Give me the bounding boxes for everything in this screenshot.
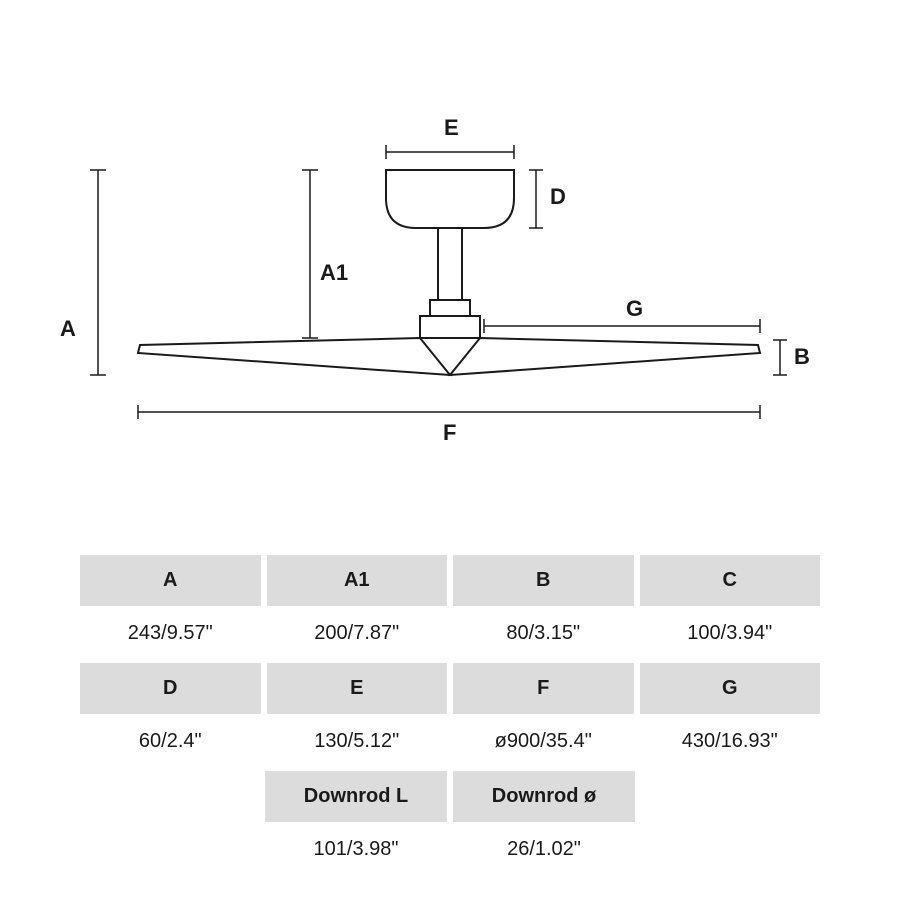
table-row: 101/3.98" 26/1.02" — [80, 826, 820, 879]
downrod-shape — [438, 228, 462, 300]
label-d: D — [550, 184, 566, 210]
table-header: Downrod L — [265, 771, 447, 822]
label-a: A — [60, 316, 76, 342]
table-value: 200/7.87" — [267, 610, 448, 663]
table-header: Downrod ø — [453, 771, 635, 822]
table-row: Downrod L Downrod ø — [80, 771, 820, 826]
table-header: A — [80, 555, 261, 606]
label-e: E — [444, 115, 459, 141]
table-row: A A1 B C — [80, 555, 820, 610]
fan-diagram: A A1 E D G B F — [80, 140, 820, 460]
table-value: 60/2.4" — [80, 718, 261, 771]
table-row: 243/9.57" 200/7.87" 80/3.15" 100/3.94" — [80, 610, 820, 663]
table-value: ø900/35.4" — [453, 718, 634, 771]
label-g: G — [626, 296, 643, 322]
canopy-shape — [386, 170, 514, 228]
table-header: F — [453, 663, 634, 714]
table-value: 26/1.02" — [453, 826, 635, 879]
table-value: 80/3.15" — [453, 610, 634, 663]
motor-step — [430, 300, 470, 316]
blade-right — [450, 338, 760, 375]
motor-hub — [420, 316, 480, 338]
table-value: 101/3.98" — [265, 826, 447, 879]
label-f: F — [443, 420, 456, 446]
table-header: C — [640, 555, 821, 606]
dimensions-table: A A1 B C 243/9.57" 200/7.87" 80/3.15" 10… — [80, 555, 820, 879]
table-value: 100/3.94" — [640, 610, 821, 663]
table-header: E — [267, 663, 448, 714]
table-value: 130/5.12" — [267, 718, 448, 771]
label-a1: A1 — [320, 260, 348, 286]
table-header: D — [80, 663, 261, 714]
blade-left — [138, 338, 450, 375]
table-header: B — [453, 555, 634, 606]
table-value: 430/16.93" — [640, 718, 821, 771]
table-value: 243/9.57" — [80, 610, 261, 663]
label-b: B — [794, 344, 810, 370]
table-header: G — [640, 663, 821, 714]
table-row: 60/2.4" 130/5.12" ø900/35.4" 430/16.93" — [80, 718, 820, 771]
table-header: A1 — [267, 555, 448, 606]
table-row: D E F G — [80, 663, 820, 718]
